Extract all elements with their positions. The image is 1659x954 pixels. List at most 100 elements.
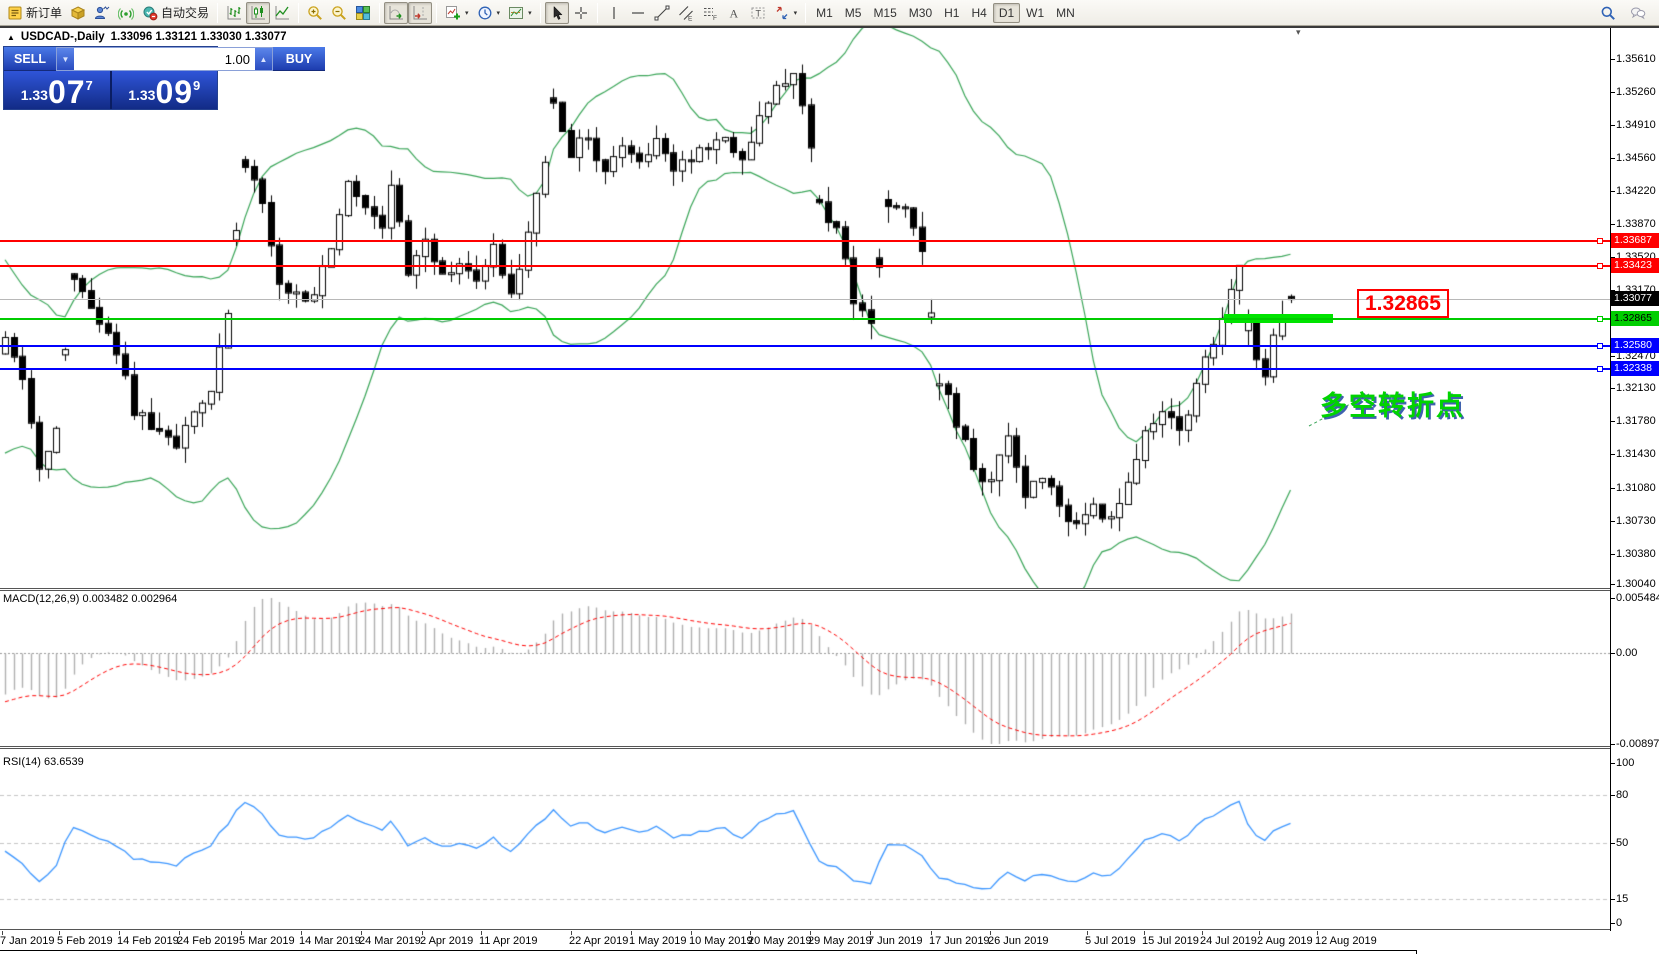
price-tick <box>1610 59 1615 60</box>
timeframe-mn[interactable]: MN <box>1050 3 1081 23</box>
hline-1.32338[interactable] <box>0 367 1610 370</box>
chat-button[interactable] <box>1626 2 1650 24</box>
date-tick <box>179 931 180 935</box>
date-label: 29 May 2019 <box>808 935 872 947</box>
rsi-canvas[interactable] <box>0 749 1610 929</box>
autotrade-button[interactable]: 自动交易 <box>138 2 213 24</box>
date-label: 2 Aug 2019 <box>1257 935 1313 947</box>
timeframe-m15[interactable]: M15 <box>867 3 902 23</box>
periods-button[interactable]: ▾ <box>473 2 505 24</box>
vline-icon <box>606 5 622 21</box>
macd-canvas[interactable] <box>0 591 1610 746</box>
date-label: 10 May 2019 <box>689 935 753 947</box>
tile-windows-button[interactable] <box>351 2 375 24</box>
cursor-button[interactable] <box>544 1 569 24</box>
timeframe-m5[interactable]: M5 <box>839 3 868 23</box>
sell-price-big: 07 <box>47 74 86 110</box>
chinese-annotation[interactable]: 多空转折点 <box>1320 391 1465 421</box>
crosshair-button[interactable] <box>569 2 593 24</box>
text-label-button[interactable]: T <box>746 2 770 24</box>
price-tick-label: 1.34560 <box>1616 152 1656 165</box>
date-label: 5 Jul 2019 <box>1085 935 1136 947</box>
zoom-out-button[interactable] <box>327 2 351 24</box>
line-knob[interactable] <box>1597 262 1603 269</box>
hline-1.33687[interactable] <box>0 239 1610 242</box>
channel-button[interactable]: E <box>674 2 698 24</box>
window-edge <box>0 950 1417 954</box>
sell-button[interactable]: SELL <box>4 47 56 71</box>
indicators-button[interactable]: ▾ <box>441 2 473 24</box>
volume-increase-button[interactable]: ▲ <box>255 48 272 70</box>
timeframe-h4[interactable]: H4 <box>965 3 992 23</box>
buy-button[interactable]: BUY <box>273 47 325 71</box>
macd-axis-label: 0.005484 <box>1616 592 1659 604</box>
chart-shift-marker[interactable]: ▾ <box>1296 27 1301 37</box>
timeframe-d1[interactable]: D1 <box>992 2 1021 23</box>
new-order-button[interactable]: 新订单 <box>3 2 66 24</box>
date-label: 11 Apr 2019 <box>479 935 538 947</box>
chart-shift-button[interactable] <box>408 1 433 24</box>
horizontal-line-button[interactable] <box>626 2 650 24</box>
volume-input[interactable] <box>74 48 255 70</box>
date-tick <box>870 931 871 935</box>
collapse-icon[interactable]: ▲ <box>7 32 15 42</box>
price-tick <box>1610 553 1615 555</box>
date-tick <box>481 931 482 935</box>
hline-1.33423[interactable] <box>0 264 1610 267</box>
macd-tick <box>1610 744 1615 745</box>
rsi-pane-separator[interactable] <box>0 746 1610 749</box>
volume-decrease-button[interactable]: ▼ <box>57 48 74 70</box>
buy-price[interactable]: 1.33 09 9 <box>112 71 218 109</box>
buy-price-big: 09 <box>155 74 194 110</box>
line-knob[interactable] <box>1597 365 1603 372</box>
toolbar-separator <box>539 2 541 23</box>
svg-text:E: E <box>688 15 693 21</box>
price-badge-1.32865: 1.32865 <box>1611 310 1659 326</box>
line-knob[interactable] <box>1597 342 1603 349</box>
vertical-line-button[interactable] <box>602 2 626 24</box>
buy-price-small: 1.33 <box>128 87 156 103</box>
price-tick <box>1610 487 1615 489</box>
zoom-in-button[interactable] <box>303 2 327 24</box>
new-order-icon <box>7 5 23 21</box>
main-chart-canvas[interactable] <box>0 27 1610 588</box>
candle-chart-button[interactable] <box>246 1 271 24</box>
line-knob[interactable] <box>1597 237 1603 244</box>
templates-button[interactable]: ▾ <box>504 2 536 24</box>
parcel-icon <box>70 5 86 21</box>
price-callout-label[interactable]: 1.32865 <box>1357 289 1449 318</box>
autotrade-icon <box>142 5 158 21</box>
date-label: 1 May 2019 <box>629 935 687 947</box>
hline-1.32580[interactable] <box>0 344 1610 347</box>
timeframe-w1-label: W1 <box>1026 5 1045 20</box>
profile-publish-button[interactable] <box>90 2 114 24</box>
trendline-segment[interactable] <box>1305 390 1375 430</box>
text-button[interactable]: A <box>722 2 746 24</box>
price-badge-1.32580: 1.32580 <box>1611 337 1659 353</box>
line-knob[interactable] <box>1597 315 1603 322</box>
macd-pane-separator[interactable] <box>0 588 1610 591</box>
trendline-button[interactable] <box>650 2 674 24</box>
timeframe-w1[interactable]: W1 <box>1020 3 1050 23</box>
timeframe-m30[interactable]: M30 <box>903 3 938 23</box>
line-chart-button[interactable] <box>270 2 294 24</box>
price-tick <box>1610 520 1615 522</box>
auto-scroll-button[interactable] <box>384 1 409 24</box>
timeframe-m1[interactable]: M1 <box>810 3 839 23</box>
rsi-label: RSI(14) 63.6539 <box>3 756 84 768</box>
search-button[interactable] <box>1596 2 1620 24</box>
arrows-button[interactable]: ▾ <box>770 2 802 24</box>
sell-price[interactable]: 1.33 07 7 <box>4 71 112 109</box>
fibonacci-button[interactable]: F <box>698 2 722 24</box>
hline-1.32865[interactable] <box>0 317 1610 320</box>
timeframe-h1[interactable]: H1 <box>938 3 965 23</box>
hline-icon <box>630 5 646 21</box>
date-tick <box>241 931 242 935</box>
price-tick-label: 1.33870 <box>1616 217 1656 230</box>
bar-chart-button[interactable] <box>222 2 246 24</box>
signal-button[interactable] <box>114 2 138 24</box>
parcel-button[interactable] <box>66 2 90 24</box>
tile-icon <box>355 5 371 21</box>
price-tick <box>1610 92 1615 94</box>
